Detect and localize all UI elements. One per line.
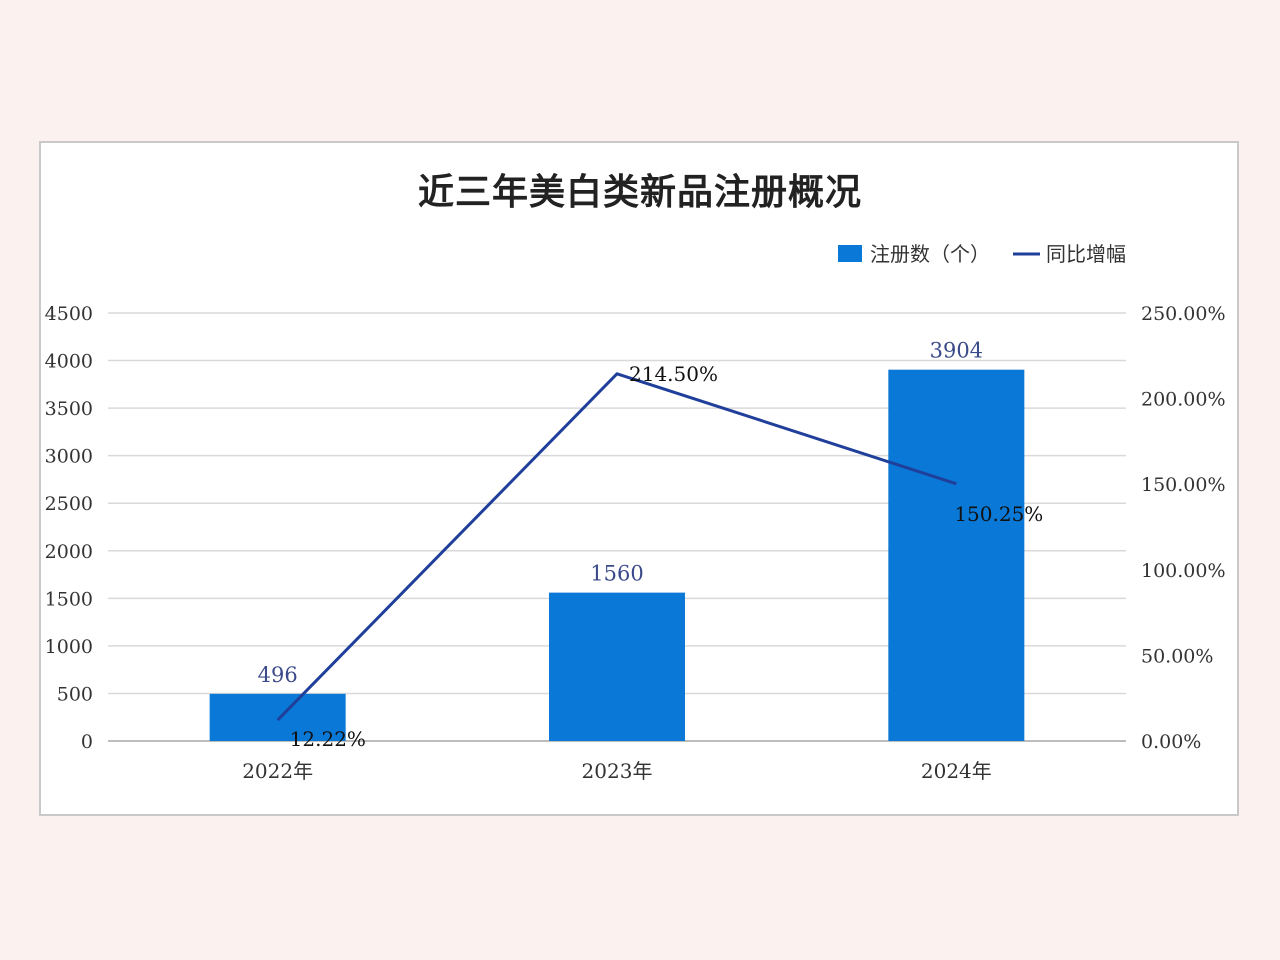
growth-value-label: 12.22% — [290, 727, 366, 751]
y-left-tick-label: 3000 — [45, 446, 93, 468]
y-left-tick-label: 1000 — [45, 636, 93, 658]
y-left-tick-label: 3500 — [45, 398, 93, 420]
bar-value-label: 3904 — [930, 339, 983, 363]
y-right-tick-label: 200.00% — [1141, 389, 1226, 411]
y-left-tick-label: 0 — [81, 731, 93, 753]
y-left-tick-label: 2500 — [45, 493, 93, 515]
growth-value-label: 214.50% — [629, 362, 718, 386]
y-right-tick-label: 150.00% — [1141, 474, 1226, 496]
legend-line-label: 同比增幅 — [1046, 242, 1126, 266]
bar — [888, 369, 1025, 741]
chart-title: 近三年美白类新品注册概况 — [417, 172, 862, 213]
y-left-tick-label: 4000 — [45, 351, 93, 373]
y-left-tick-label: 2000 — [45, 541, 93, 563]
y-right-tick-label: 250.00% — [1141, 303, 1226, 325]
x-tick-label: 2022年 — [242, 759, 313, 783]
legend-bar-swatch — [838, 245, 862, 262]
bar-value-label: 1560 — [590, 562, 643, 586]
y-left-tick-label: 500 — [57, 683, 93, 705]
x-tick-label: 2024年 — [921, 759, 992, 783]
x-tick-label: 2023年 — [582, 759, 653, 783]
growth-value-label: 150.25% — [954, 502, 1043, 526]
y-right-tick-label: 100.00% — [1141, 560, 1226, 582]
y-left-tick-label: 4500 — [45, 303, 93, 325]
bar — [209, 693, 346, 741]
legend-bar-label: 注册数（个） — [870, 242, 990, 266]
y-left-tick-label: 1500 — [45, 588, 93, 610]
y-right-tick-label: 50.00% — [1141, 645, 1213, 667]
bar — [549, 592, 685, 741]
y-right-tick-label: 0.00% — [1141, 731, 1201, 753]
bar-value-label: 496 — [258, 663, 298, 687]
